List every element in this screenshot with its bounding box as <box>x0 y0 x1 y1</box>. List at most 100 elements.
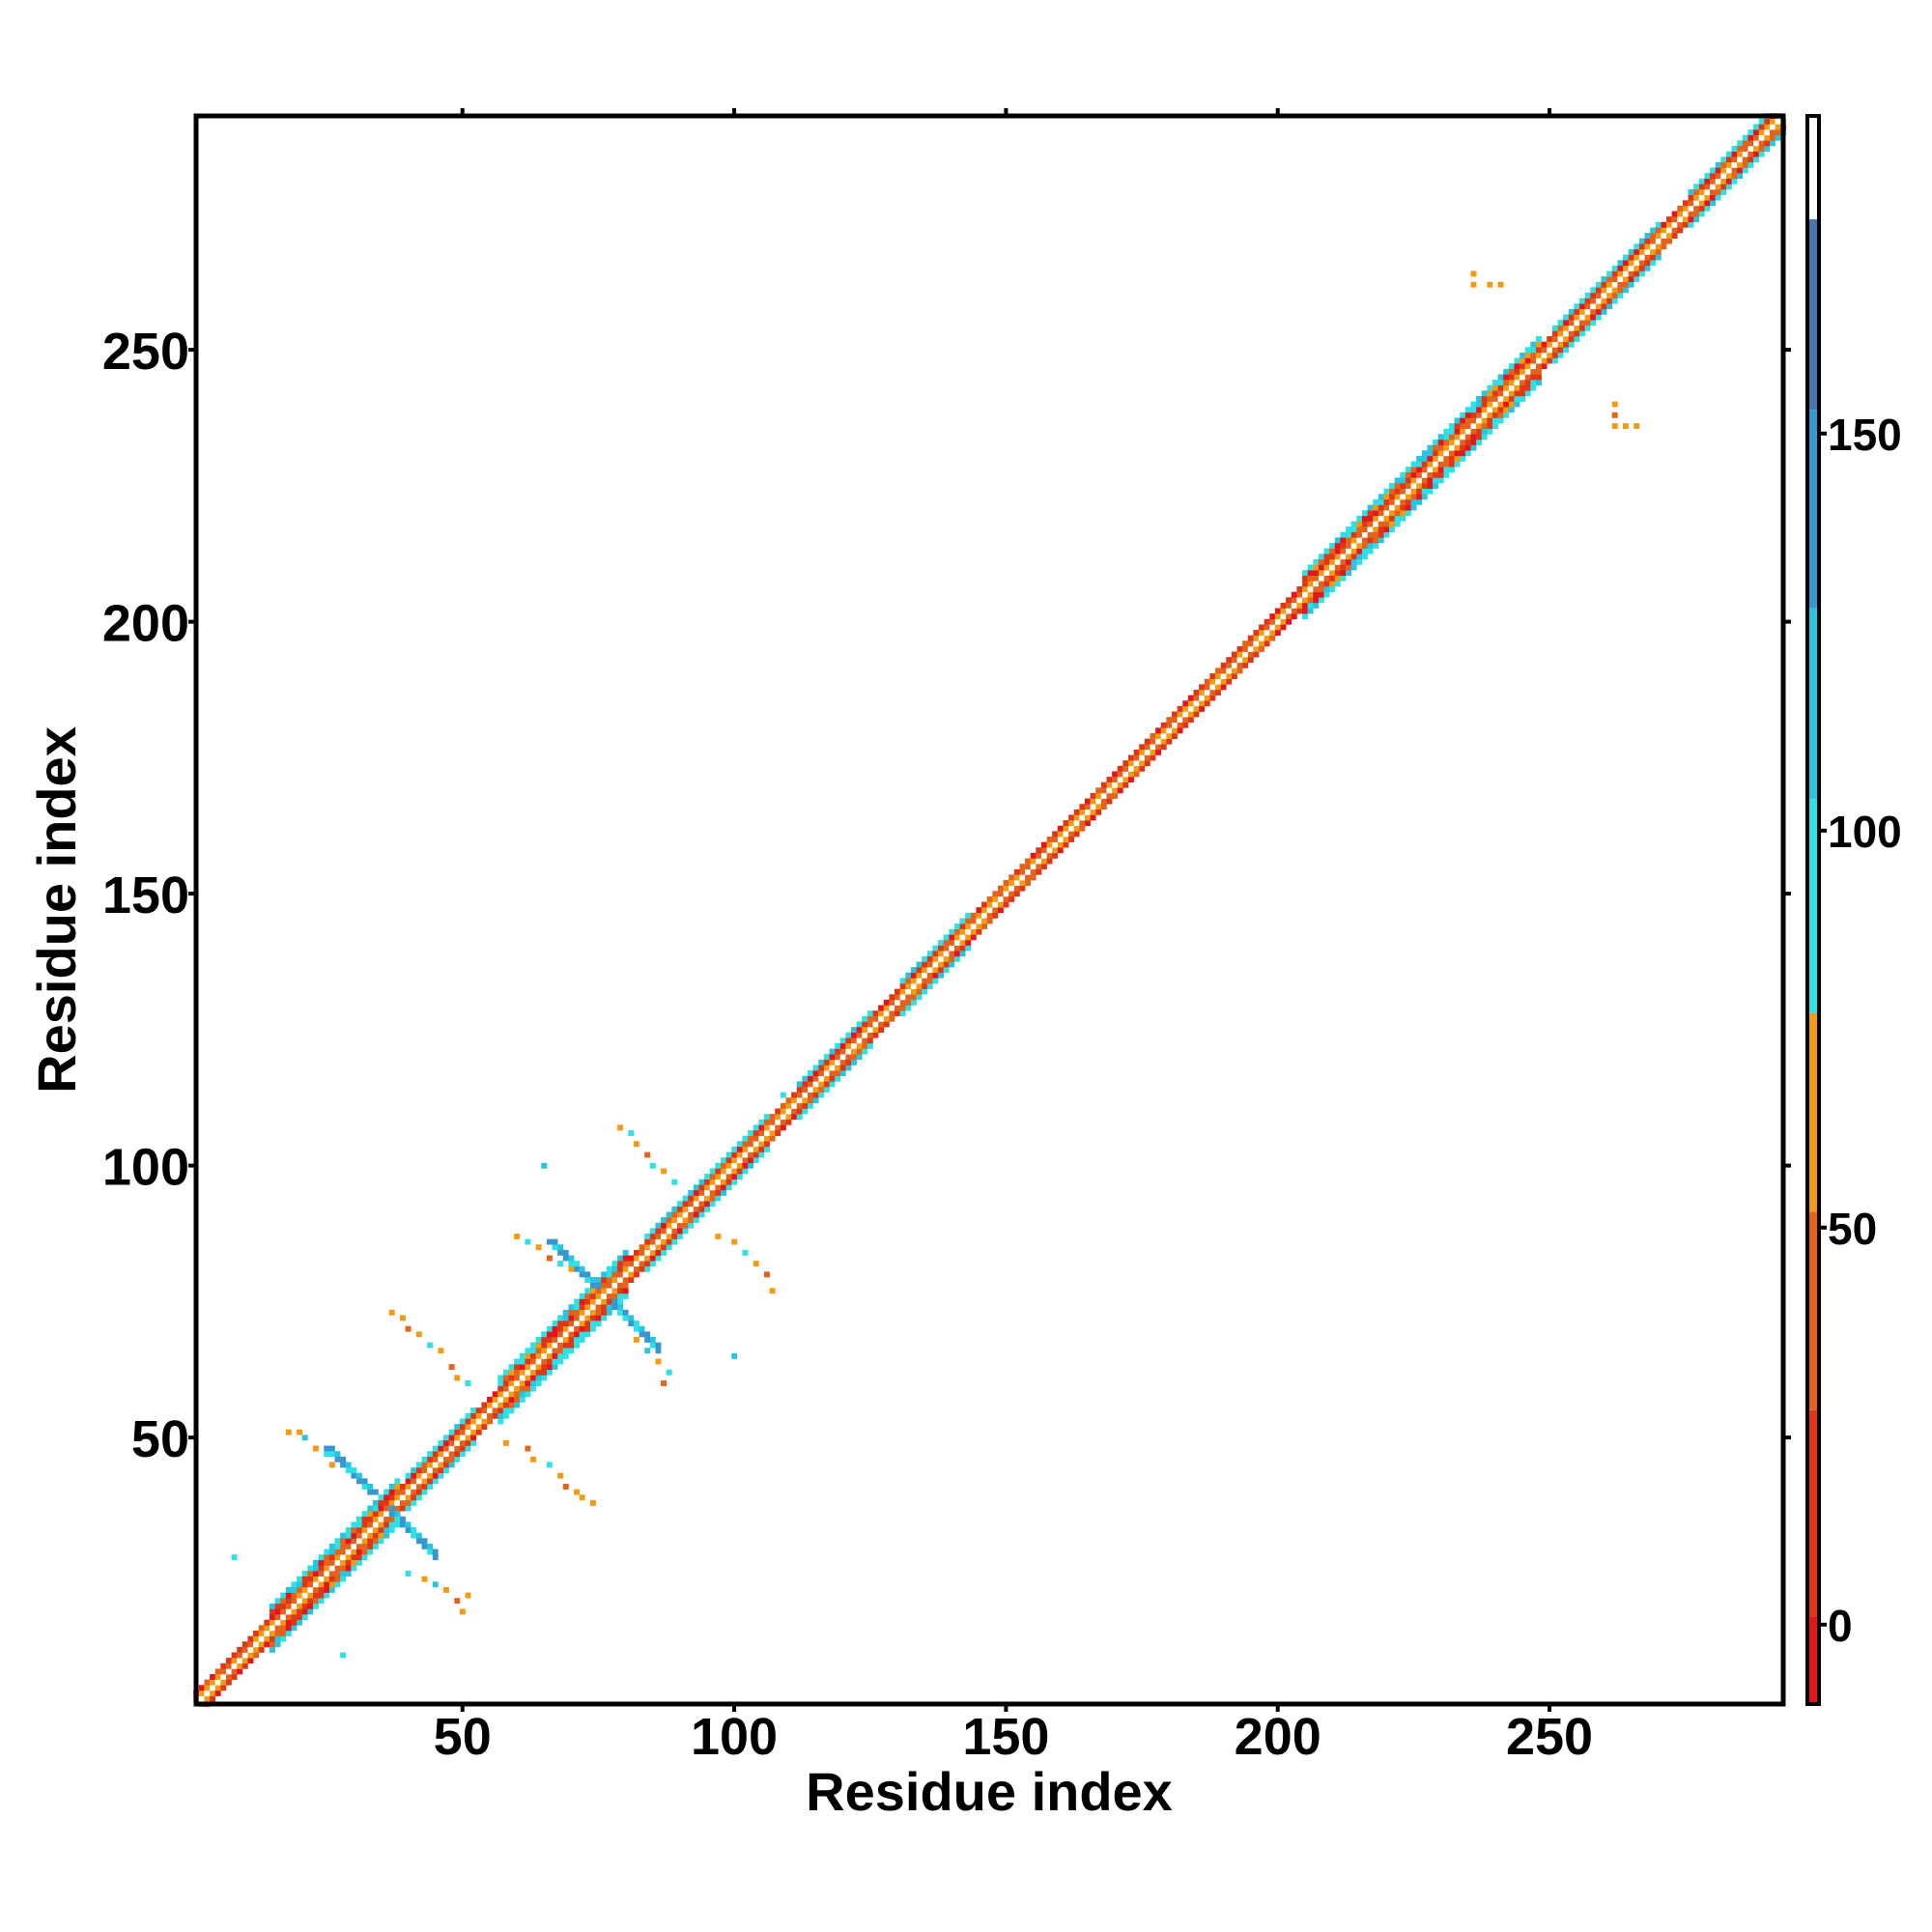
contact-cell <box>1460 450 1466 457</box>
contact-cell <box>1433 461 1438 468</box>
contact-cell <box>589 1282 596 1289</box>
contact-cell <box>862 1021 868 1028</box>
contact-cell <box>1112 777 1119 782</box>
contact-cell <box>475 1429 482 1435</box>
contact-cell <box>715 1162 722 1169</box>
contact-cell <box>970 923 977 929</box>
contact-cell <box>1030 868 1037 875</box>
contact-cell <box>1199 700 1206 707</box>
contact-cell <box>1220 662 1227 668</box>
contact-cell <box>340 1652 347 1659</box>
contact-cell <box>318 1576 325 1582</box>
contact-cell <box>1433 477 1438 484</box>
contact-cell <box>1492 407 1498 413</box>
contact-cell <box>1204 700 1210 707</box>
contact-cell <box>965 939 972 946</box>
contact-cell <box>1068 814 1075 821</box>
contact-cell <box>367 1511 374 1518</box>
contact-cell <box>1025 864 1031 870</box>
contact-cell <box>530 1380 536 1386</box>
contact-cell <box>1487 423 1493 430</box>
contact-cell <box>1036 858 1042 865</box>
contact-cell <box>1437 471 1444 478</box>
contact-cell <box>1079 820 1086 827</box>
contact-cell <box>1563 347 1570 354</box>
contact-cell <box>1753 140 1759 147</box>
contact-cell <box>595 1304 602 1311</box>
contact-cell <box>1671 221 1678 228</box>
contact-cell <box>1090 809 1096 815</box>
contact-cell <box>1247 651 1254 658</box>
contact-cell <box>1400 498 1406 505</box>
contact-cell <box>1199 695 1206 701</box>
contact-cell <box>808 1092 813 1098</box>
contact-cell <box>405 1527 412 1533</box>
contact-cell <box>1688 200 1694 207</box>
contact-cell <box>1394 477 1401 484</box>
contact-cell <box>274 1641 281 1648</box>
contact-cell <box>1416 498 1423 505</box>
contact-cell <box>698 1211 705 1218</box>
contact-cell <box>345 1462 352 1468</box>
contact-cell <box>372 1489 379 1495</box>
contact-cell <box>1601 276 1607 283</box>
contact-cell <box>1427 444 1434 451</box>
contact-cell <box>736 1162 743 1169</box>
contact-cell <box>676 1228 683 1235</box>
contact-cell <box>1737 145 1744 152</box>
contact-cell <box>1394 494 1401 500</box>
contact-cell <box>1040 847 1047 854</box>
contact-cell <box>415 1478 422 1485</box>
contact-cell <box>318 1581 325 1588</box>
contact-cell <box>704 1174 711 1179</box>
contact-cell <box>731 1157 738 1164</box>
contact-cell <box>649 1244 656 1251</box>
plot-frame <box>193 113 1786 1707</box>
contact-cell <box>1318 581 1324 587</box>
contact-cell <box>1487 384 1493 391</box>
contact-cell <box>791 1114 798 1121</box>
contact-cell <box>285 1631 292 1636</box>
contact-cell <box>1524 384 1531 391</box>
contact-cell <box>1617 260 1624 267</box>
contact-cell <box>1688 216 1694 223</box>
contact-cell <box>1497 374 1504 381</box>
contact-cell <box>1601 287 1607 294</box>
contact-cell <box>959 939 966 946</box>
contact-cell <box>497 1396 504 1403</box>
contact-cell <box>1346 531 1351 538</box>
contact-cell <box>676 1217 683 1224</box>
contact-cell <box>427 1342 434 1349</box>
contact-cell <box>519 1380 526 1386</box>
contact-cell <box>742 1168 749 1175</box>
contact-cell <box>470 1424 477 1430</box>
contact-cell <box>1302 613 1308 620</box>
contact-cell <box>1346 526 1351 532</box>
contact-cell <box>1106 787 1113 794</box>
contact-cell <box>1520 352 1526 358</box>
contact-cell <box>584 1315 591 1321</box>
contact-cell <box>502 1402 509 1408</box>
contact-cell <box>823 1086 830 1093</box>
contact-cell <box>617 1293 623 1299</box>
contact-cell <box>976 912 982 919</box>
contact-cell <box>1611 276 1618 283</box>
contact-cell <box>878 1015 885 1022</box>
contact-cell <box>1389 488 1395 495</box>
contact-cell <box>895 1005 900 1011</box>
contact-cell <box>1291 591 1297 598</box>
contact-cell <box>1410 483 1417 489</box>
contact-cell <box>324 1586 330 1593</box>
contact-cell <box>1481 395 1488 402</box>
contact-cell <box>525 1369 531 1376</box>
contact-cell <box>589 1315 596 1321</box>
contact-cell <box>731 1151 738 1158</box>
contact-cell <box>953 923 960 929</box>
contact-cell <box>1704 205 1711 212</box>
contact-cell <box>1313 602 1320 609</box>
contact-cell <box>1671 227 1678 234</box>
colorbar-band <box>1807 218 1819 411</box>
contact-cell <box>671 1206 678 1212</box>
contact-cell <box>405 1483 412 1490</box>
contact-cell <box>340 1543 347 1549</box>
